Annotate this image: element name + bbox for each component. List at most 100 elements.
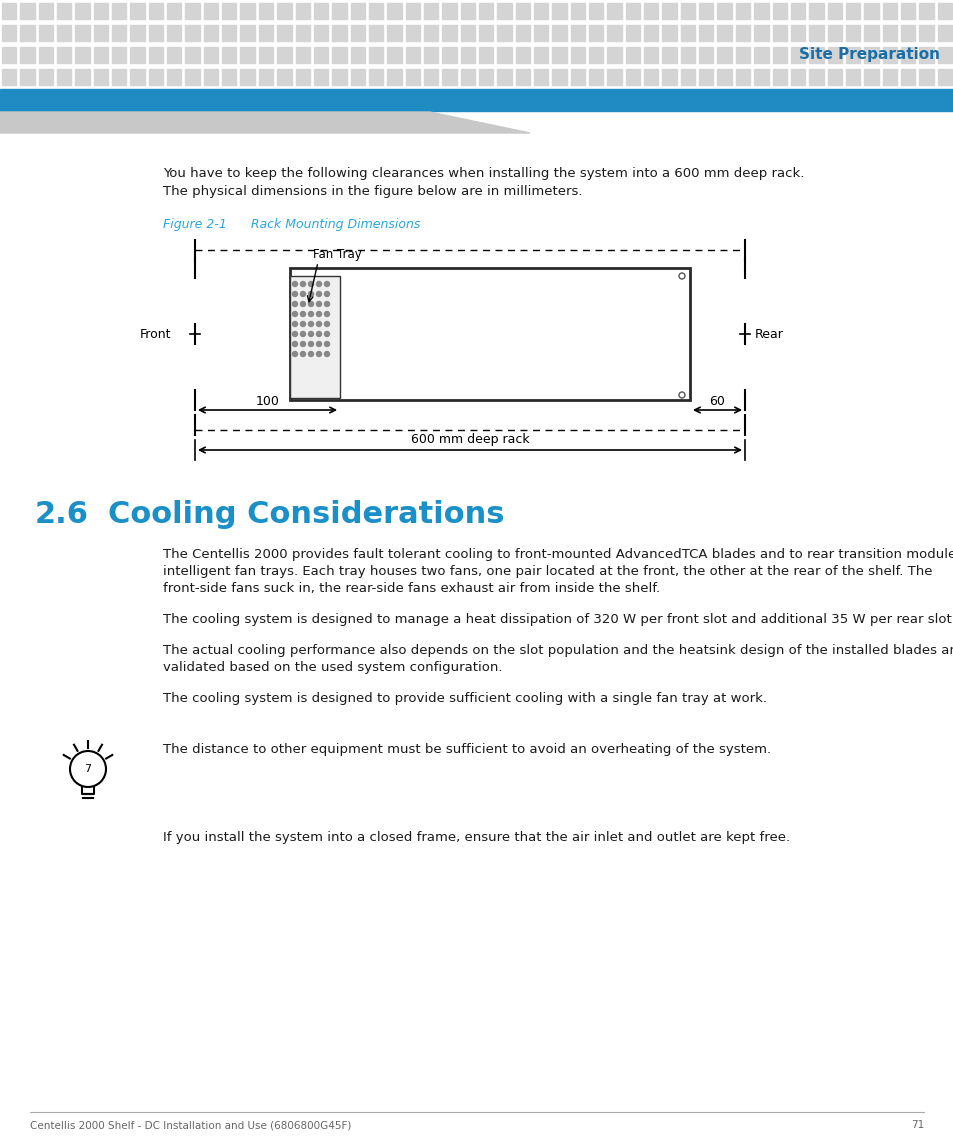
Bar: [185, 3, 199, 19]
Bar: [131, 25, 145, 41]
Bar: [863, 47, 878, 63]
Bar: [937, 3, 951, 19]
Bar: [699, 69, 713, 85]
Bar: [717, 25, 731, 41]
Text: The physical dimensions in the figure below are in millimeters.: The physical dimensions in the figure be…: [163, 185, 582, 198]
Bar: [314, 47, 328, 63]
Bar: [460, 69, 475, 85]
Bar: [754, 25, 768, 41]
Bar: [845, 25, 860, 41]
Bar: [131, 69, 145, 85]
Bar: [625, 3, 639, 19]
Bar: [717, 47, 731, 63]
Text: The distance to other equipment must be sufficient to avoid an overheating of th: The distance to other equipment must be …: [163, 743, 770, 756]
Bar: [754, 69, 768, 85]
Bar: [442, 69, 456, 85]
Bar: [167, 25, 181, 41]
Bar: [516, 47, 530, 63]
Bar: [699, 25, 713, 41]
Text: 7: 7: [85, 764, 91, 774]
Circle shape: [324, 322, 329, 326]
Bar: [863, 25, 878, 41]
Bar: [699, 47, 713, 63]
Bar: [790, 3, 804, 19]
Bar: [900, 25, 914, 41]
Bar: [258, 47, 273, 63]
Bar: [643, 69, 658, 85]
Bar: [588, 47, 603, 63]
Bar: [277, 69, 292, 85]
Bar: [808, 47, 822, 63]
Text: 600 mm deep rack: 600 mm deep rack: [410, 433, 529, 447]
Bar: [534, 69, 548, 85]
Bar: [882, 47, 896, 63]
Bar: [93, 25, 108, 41]
Bar: [790, 47, 804, 63]
Bar: [0, 89, 953, 111]
Bar: [808, 3, 822, 19]
Bar: [405, 3, 419, 19]
Bar: [863, 69, 878, 85]
Bar: [882, 3, 896, 19]
Text: front-side fans suck in, the rear-side fans exhaust air from inside the shelf.: front-side fans suck in, the rear-side f…: [163, 582, 659, 595]
Bar: [222, 69, 236, 85]
Bar: [570, 69, 584, 85]
Bar: [314, 3, 328, 19]
Circle shape: [316, 322, 321, 326]
Text: The Centellis 2000 provides fault tolerant cooling to front-mounted AdvancedTCA : The Centellis 2000 provides fault tolera…: [163, 548, 953, 561]
Bar: [20, 25, 34, 41]
Circle shape: [308, 311, 314, 316]
Bar: [167, 47, 181, 63]
Bar: [39, 3, 53, 19]
Text: 71: 71: [910, 1120, 923, 1130]
Bar: [2, 25, 16, 41]
Bar: [625, 69, 639, 85]
Bar: [772, 47, 786, 63]
Bar: [845, 47, 860, 63]
Bar: [350, 3, 365, 19]
Bar: [643, 3, 658, 19]
Bar: [387, 3, 401, 19]
Text: The cooling system is designed to provide sufficient cooling with a single fan t: The cooling system is designed to provid…: [163, 692, 766, 705]
Bar: [717, 3, 731, 19]
Bar: [607, 3, 621, 19]
Bar: [497, 3, 511, 19]
Bar: [643, 47, 658, 63]
Bar: [57, 47, 71, 63]
Bar: [20, 3, 34, 19]
Bar: [240, 69, 254, 85]
Bar: [387, 25, 401, 41]
Text: 100: 100: [255, 395, 279, 408]
Bar: [661, 25, 676, 41]
Bar: [588, 3, 603, 19]
Bar: [93, 47, 108, 63]
Bar: [20, 47, 34, 63]
Bar: [290, 276, 339, 398]
Bar: [39, 47, 53, 63]
Bar: [534, 3, 548, 19]
Bar: [20, 69, 34, 85]
Bar: [149, 25, 163, 41]
Bar: [258, 25, 273, 41]
Bar: [516, 69, 530, 85]
Bar: [332, 25, 346, 41]
Circle shape: [324, 292, 329, 297]
Circle shape: [308, 301, 314, 307]
Bar: [552, 47, 566, 63]
Bar: [919, 47, 933, 63]
Bar: [405, 47, 419, 63]
Bar: [149, 69, 163, 85]
Circle shape: [324, 282, 329, 286]
Bar: [680, 25, 695, 41]
Text: 2.6: 2.6: [35, 500, 89, 529]
Bar: [442, 25, 456, 41]
Bar: [900, 69, 914, 85]
Bar: [808, 25, 822, 41]
Polygon shape: [0, 112, 530, 133]
Bar: [460, 3, 475, 19]
Bar: [57, 3, 71, 19]
Bar: [863, 3, 878, 19]
Bar: [423, 25, 437, 41]
Bar: [222, 47, 236, 63]
Bar: [661, 47, 676, 63]
